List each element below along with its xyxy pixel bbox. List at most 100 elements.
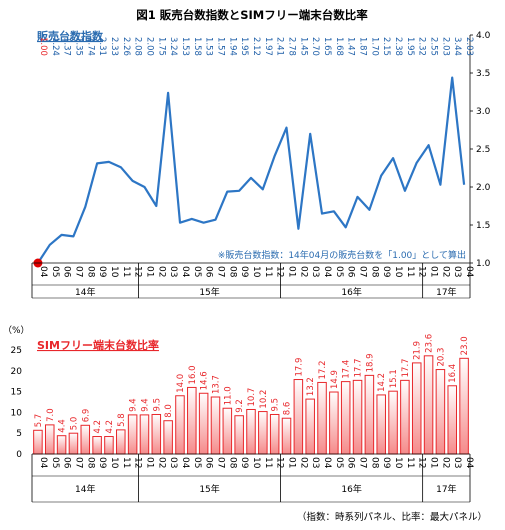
sim-ratio-bar	[317, 381, 327, 455]
sim-ratio-x-tick-label: 10	[251, 457, 261, 469]
sim-ratio-bar	[44, 424, 55, 455]
sim-ratio-x-tick-label: 03	[452, 457, 462, 468]
sim-ratio-value-label: 9.2	[235, 399, 245, 413]
sim-ratio-x-tick-label: 12	[133, 457, 143, 468]
sim-ratio-value-label: 4.2	[93, 420, 103, 434]
index-value-label: 2.12	[251, 37, 261, 56]
index-x-tick-label: 07	[73, 266, 83, 277]
index-value-label: 2.78	[287, 37, 297, 56]
sim-ratio-value-label: 4.4	[58, 419, 68, 433]
index-value-label: 1.24	[50, 37, 60, 56]
sim-ratio-y-tick-label: 5	[16, 429, 22, 439]
sim-ratio-bar	[127, 414, 138, 455]
sim-ratio-value-label: 4.2	[105, 420, 115, 434]
sim-ratio-bar	[281, 417, 292, 455]
index-year-label: 17年	[436, 286, 456, 298]
index-value-label: 2.33	[109, 37, 119, 56]
sim-ratio-bar	[269, 413, 280, 455]
sim-ratio-x-tick-label: 08	[369, 457, 379, 469]
sim-ratio-bar	[92, 436, 102, 455]
index-x-tick-label: 04	[464, 266, 474, 278]
index-value-label: 2.26	[121, 37, 131, 56]
sim-ratio-bar	[340, 381, 351, 455]
sim-ratio-x-tick-label: 12	[275, 457, 285, 468]
index-series-line	[36, 76, 466, 264]
sim-ratio-value-label: 10.2	[259, 390, 269, 409]
sim-ratio-value-label: 14.2	[377, 373, 387, 392]
index-y-tick-label: 2.0	[476, 183, 491, 193]
index-value-label: 2.55	[429, 37, 439, 56]
index-value-label: 1.97	[263, 37, 273, 56]
sim-ratio-x-tick-label: 07	[73, 457, 83, 468]
sim-ratio-bar	[104, 436, 114, 455]
sim-ratio-x-tick-label: 04	[322, 457, 332, 469]
sim-ratio-y-tick-label: 20	[11, 367, 23, 377]
sim-ratio-bar	[411, 362, 422, 455]
index-value-label: 2.41	[275, 37, 285, 56]
sim-ratio-x-tick-label: 07	[215, 457, 225, 468]
sim-ratio-year-label: 16年	[341, 483, 361, 495]
index-value-label: 2.32	[417, 37, 427, 56]
index-x-axis: 04 05 06 07 08 09 10 11 12 01 02 03 04 05 06 07 08 09 10 11…	[31, 262, 474, 299]
chart-title: 図1 販売台数指数とSIMフリー端末台数比率	[136, 8, 368, 22]
sim-ratio-bar	[293, 379, 304, 455]
index-value-labels: 1.00 1.24 1.37 1.35 1.74 2.31 2.33 2.26 2.08 2.00…	[38, 37, 474, 56]
index-value-label: 1.75	[156, 37, 166, 56]
sim-ratio-value-label: 16.0	[188, 366, 198, 385]
index-value-label: 2.03	[464, 37, 474, 56]
index-x-tick-label: 12	[417, 266, 427, 277]
index-x-tick-label: 11	[405, 266, 415, 277]
index-value-label: 1.00	[38, 37, 48, 56]
sim-ratio-bar	[329, 391, 339, 455]
sim-ratio-x-tick-label: 10	[393, 457, 403, 469]
sim-ratio-bar	[258, 411, 268, 455]
index-year-label: 16年	[341, 286, 361, 298]
sim-ratio-bar	[33, 429, 43, 455]
index-y-axis: 1.0 1.5 2.0 2.5 3.0 3.5 4.0	[469, 31, 491, 269]
sim-ratio-bar	[151, 413, 162, 455]
sim-ratio-x-tick-label: 11	[263, 457, 273, 468]
index-value-label: 1.37	[62, 37, 72, 56]
sim-ratio-x-tick-label: 11	[121, 457, 131, 468]
index-value-label: 1.94	[227, 37, 237, 56]
sim-ratio-x-tick-label: 12	[417, 457, 427, 468]
sim-ratio-x-tick-label: 01	[287, 457, 297, 468]
sim-ratio-value-label: 17.4	[342, 360, 352, 379]
sim-ratio-value-label: 9.4	[140, 398, 150, 412]
index-x-tick-label: 03	[310, 266, 320, 277]
sim-ratio-x-tick-label: 02	[298, 457, 308, 468]
sim-ratio-value-label: 7.0	[46, 408, 56, 422]
sim-ratio-bar	[305, 398, 315, 455]
sim-ratio-value-label: 8.0	[164, 404, 174, 418]
index-x-tick-label: 10	[251, 266, 261, 278]
index-note: ※販売台数指数：14年04月の販売台数を「1.00」として算出	[218, 249, 466, 261]
sim-ratio-value-label: 11.0	[223, 386, 233, 405]
index-panel-title: 販売台数指数	[37, 29, 104, 43]
index-value-label: 1.74	[85, 37, 95, 56]
index-value-label: 1.47	[346, 37, 356, 56]
index-x-tick-label: 05	[50, 266, 60, 277]
sim-ratio-x-tick-label: 05	[334, 457, 344, 468]
index-y-tick-label: 1.5	[476, 221, 490, 231]
index-x-tick-label: 03	[452, 266, 462, 277]
sim-ratio-x-tick-label: 11	[405, 457, 415, 468]
sim-ratio-year-label: 17年	[436, 483, 456, 495]
sim-ratio-y-tick-label: 10	[11, 408, 23, 418]
sim-ratio-value-label: 9.5	[271, 398, 281, 412]
sim-ratio-bar	[116, 429, 126, 455]
index-x-tick-label: 04	[322, 266, 332, 278]
index-x-tick-label: 09	[97, 266, 107, 278]
sim-ratio-value-label: 23.0	[460, 336, 470, 355]
sim-ratio-x-tick-label: 04	[180, 457, 190, 469]
index-y-tick-label: 3.0	[476, 107, 491, 117]
index-x-tick-label: 10	[109, 266, 119, 278]
index-x-tick-label: 09	[239, 266, 249, 278]
sim-ratio-bar	[187, 386, 197, 455]
sim-ratio-x-tick-label: 03	[310, 457, 320, 468]
sim-ratio-year-label: 15年	[199, 483, 219, 495]
sim-ratio-value-label: 14.6	[200, 371, 210, 390]
sim-ratio-x-tick-label: 02	[156, 457, 166, 468]
sim-ratio-bar	[423, 355, 434, 455]
sim-ratio-value-label: 9.5	[152, 398, 162, 412]
